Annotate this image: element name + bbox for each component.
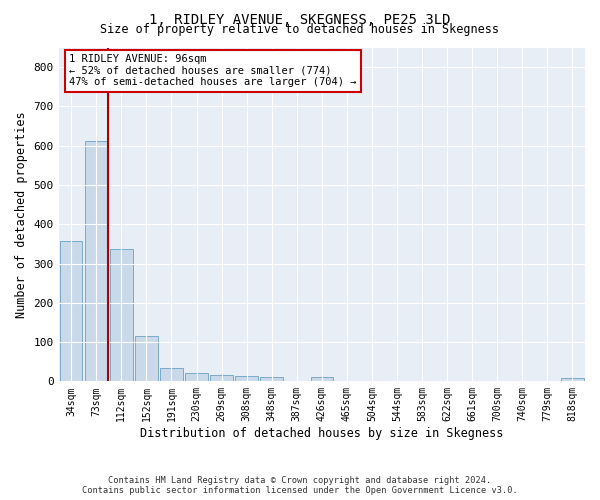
Bar	[311, 378, 333, 382]
Bar	[160, 368, 183, 382]
Bar	[60, 241, 82, 382]
Y-axis label: Number of detached properties: Number of detached properties	[15, 111, 28, 318]
Bar	[260, 378, 283, 382]
Text: Size of property relative to detached houses in Skegness: Size of property relative to detached ho…	[101, 22, 499, 36]
Text: 1 RIDLEY AVENUE: 96sqm
← 52% of detached houses are smaller (774)
47% of semi-de: 1 RIDLEY AVENUE: 96sqm ← 52% of detached…	[69, 54, 356, 88]
Bar	[85, 141, 107, 382]
Bar	[185, 374, 208, 382]
Text: 1, RIDLEY AVENUE, SKEGNESS, PE25 3LD: 1, RIDLEY AVENUE, SKEGNESS, PE25 3LD	[149, 12, 451, 26]
Bar	[561, 378, 584, 382]
Bar	[135, 336, 158, 382]
Bar	[110, 250, 133, 382]
X-axis label: Distribution of detached houses by size in Skegness: Distribution of detached houses by size …	[140, 427, 503, 440]
Bar	[211, 376, 233, 382]
Bar	[235, 376, 258, 382]
Text: Contains HM Land Registry data © Crown copyright and database right 2024.
Contai: Contains HM Land Registry data © Crown c…	[82, 476, 518, 495]
